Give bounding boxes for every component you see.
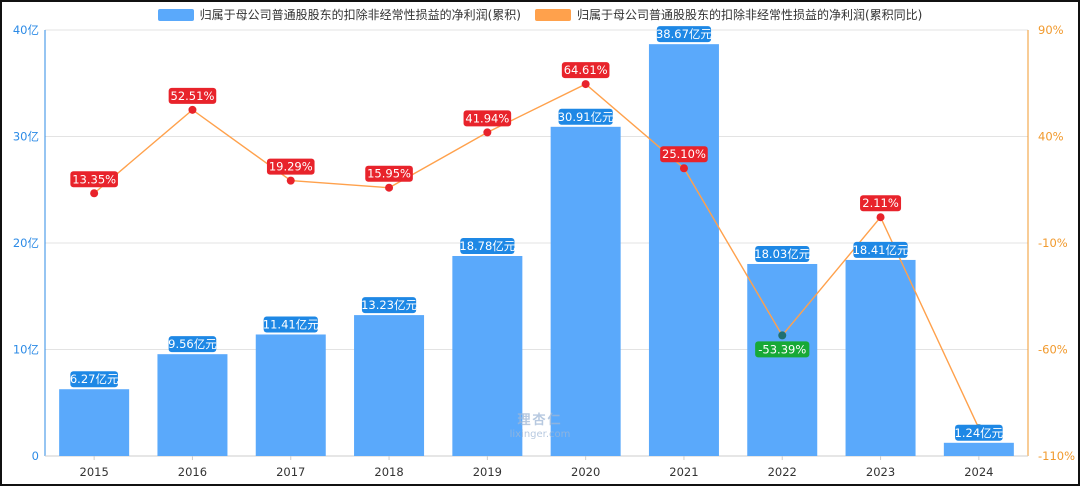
- yoy-line: [93, 83, 980, 429]
- yoy-value-label-bg: [660, 146, 708, 163]
- yoy-point: [876, 213, 885, 222]
- yoy-point: [483, 128, 492, 137]
- x-tick-label: 2022: [768, 465, 797, 479]
- bar-value-label-bg: [168, 336, 217, 353]
- bar: [255, 334, 326, 456]
- bar: [354, 315, 425, 456]
- yoy-value-label-bg: [561, 62, 610, 79]
- legend-swatch-bar: [157, 8, 194, 21]
- bar: [550, 126, 621, 456]
- yoy-value-label-bg: [365, 165, 413, 182]
- x-tick-label: 2016: [178, 465, 207, 479]
- yoy-point: [188, 105, 197, 114]
- bar-value-label-bg: [263, 316, 318, 333]
- bar-value-label: 18.41亿元: [853, 243, 909, 257]
- bar-value-label-bg: [656, 26, 712, 43]
- x-tick-label: 2017: [276, 465, 305, 479]
- y-right-tick-label: -10%: [1038, 236, 1068, 250]
- legend: 归属于母公司普通股股东的扣除非经常性损益的净利润(累积) 归属于母公司普通股股东…: [0, 6, 1080, 23]
- yoy-value-label: 64.61%: [564, 63, 608, 77]
- yoy-value-label: 52.51%: [171, 89, 215, 103]
- yoy-value-label: 15.95%: [367, 167, 411, 181]
- bar-value-label-bg: [755, 245, 810, 262]
- bar-value-label: 9.56亿元: [168, 337, 217, 351]
- bar-value-label: 1.24亿元: [955, 426, 1004, 440]
- y-left-tick-label: 30亿: [13, 130, 39, 144]
- yoy-value-label-bg: [168, 87, 217, 104]
- bar: [59, 389, 130, 456]
- legend-label-bar: 归属于母公司普通股股东的扣除非经常性损益的净利润(累积): [199, 8, 521, 22]
- bar: [943, 442, 1014, 456]
- bar: [157, 354, 228, 456]
- legend-swatch-line: [535, 8, 571, 21]
- bar-value-label: 18.78亿元: [459, 239, 515, 253]
- yoy-value-label-bg: [70, 171, 118, 188]
- yoy-value-label-bg: [755, 341, 810, 358]
- yoy-value-label: 13.35%: [72, 172, 116, 186]
- bar-value-label: 30.91亿元: [558, 110, 614, 124]
- bar: [452, 255, 523, 456]
- x-tick-label: 2023: [866, 465, 895, 479]
- yoy-point: [286, 176, 295, 185]
- bar: [648, 44, 719, 457]
- bar-value-label-bg: [955, 424, 1003, 441]
- bar-value-label: 13.23亿元: [361, 298, 417, 312]
- watermark-cn: 理杏仁: [517, 413, 563, 428]
- bar-value-label-bg: [460, 237, 515, 254]
- yoy-value-label: 41.94%: [465, 111, 509, 125]
- x-tick-label: 2021: [669, 465, 698, 479]
- yoy-value-label: 2.11%: [862, 196, 899, 210]
- x-tick-label: 2015: [80, 465, 109, 479]
- bar-value-label: 18.03亿元: [754, 247, 810, 261]
- x-tick-label: 2020: [571, 465, 600, 479]
- y-left-tick-label: 20亿: [13, 236, 39, 250]
- bar-value-label-bg: [558, 108, 613, 125]
- watermark-en: lixinger.com: [509, 429, 571, 440]
- bar-value-label-bg: [853, 241, 908, 258]
- yoy-point: [581, 80, 590, 89]
- y-left-tick-label: 10亿: [13, 343, 39, 357]
- legend-item-bar[interactable]: 归属于母公司普通股股东的扣除非经常性损益的净利润(累积): [157, 6, 521, 23]
- yoy-value-label-bg: [266, 158, 315, 175]
- bar-value-label: 11.41亿元: [263, 317, 319, 331]
- bar: [845, 259, 916, 456]
- bar-value-label-bg: [70, 371, 118, 388]
- yoy-value-label: 25.10%: [662, 147, 706, 161]
- bar-value-label: 6.27亿元: [70, 372, 119, 386]
- yoy-value-label-bg: [463, 110, 512, 127]
- y-right-tick-label: 40%: [1038, 130, 1064, 144]
- legend-item-line[interactable]: 归属于母公司普通股股东的扣除非经常性损益的净利润(累积同比): [535, 6, 922, 23]
- x-tick-label: 2019: [473, 465, 502, 479]
- bar-value-label: 38.67亿元: [656, 27, 712, 41]
- y-left-tick-label: 0: [32, 449, 39, 463]
- x-tick-label: 2018: [374, 465, 403, 479]
- watermark: 理杏仁 lixinger.com: [500, 414, 580, 442]
- yoy-point: [90, 189, 99, 198]
- legend-label-line: 归属于母公司普通股股东的扣除非经常性损益的净利润(累积同比): [577, 8, 923, 22]
- y-right-tick-label: -60%: [1038, 343, 1068, 357]
- y-left-tick-label: 40亿: [13, 23, 39, 37]
- y-right-tick-label: -110%: [1038, 449, 1075, 463]
- yoy-point: [778, 331, 787, 340]
- y-right-tick-label: 90%: [1038, 23, 1064, 37]
- yoy-value-label-bg: [860, 195, 902, 212]
- yoy-point: [385, 183, 394, 192]
- bar-value-label-bg: [361, 297, 417, 314]
- x-tick-label: 2024: [964, 465, 993, 479]
- yoy-value-label: -53.39%: [758, 342, 806, 356]
- yoy-point: [679, 164, 688, 173]
- yoy-value-label: 19.29%: [269, 160, 313, 174]
